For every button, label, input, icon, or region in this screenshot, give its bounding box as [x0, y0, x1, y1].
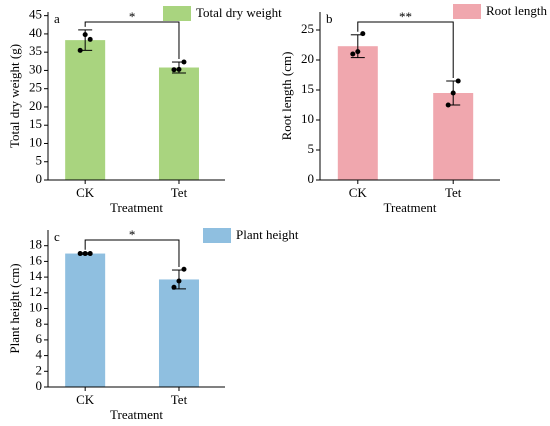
y-tick-label: 20	[29, 98, 42, 113]
bar	[433, 93, 474, 180]
y-tick-label: 18	[29, 237, 42, 252]
legend-swatch	[203, 228, 231, 243]
data-point	[450, 90, 456, 96]
y-tick-label: 20	[301, 51, 314, 66]
legend-swatch	[163, 6, 191, 21]
x-axis-label: Treatment	[384, 200, 437, 215]
legend-label: Plant height	[236, 227, 299, 242]
y-tick-label: 5	[36, 153, 43, 168]
x-tick-label: Tet	[445, 185, 462, 200]
x-axis-label: Treatment	[110, 407, 163, 422]
y-tick-label: 10	[29, 134, 42, 149]
y-tick-label: 10	[29, 299, 42, 314]
bar	[337, 46, 378, 181]
legend-label: Total dry weight	[196, 5, 282, 20]
bar	[158, 279, 199, 387]
data-point	[87, 251, 93, 257]
y-tick-label: 5	[308, 141, 315, 156]
y-tick-label: 45	[29, 7, 42, 22]
data-point	[350, 51, 356, 57]
bar	[65, 253, 106, 387]
y-tick-label: 25	[29, 80, 42, 95]
panel-label: c	[54, 229, 60, 244]
bar	[158, 67, 199, 180]
data-point	[181, 59, 187, 65]
y-tick-label: 0	[36, 378, 43, 393]
y-tick-label: 12	[29, 284, 42, 299]
panel-label: a	[54, 11, 60, 26]
x-tick-label: Tet	[171, 392, 188, 407]
significance-bracket	[84, 239, 180, 268]
y-tick-label: 25	[301, 21, 314, 36]
y-tick-label: 10	[301, 111, 314, 126]
significance-mark: *	[129, 9, 136, 24]
bar	[65, 40, 106, 181]
x-tick-label: CK	[76, 392, 95, 407]
y-tick-label: 15	[29, 116, 42, 131]
x-tick-label: CK	[349, 185, 368, 200]
y-tick-label: 14	[29, 268, 43, 283]
y-tick-label: 8	[36, 315, 43, 330]
y-tick-label: 15	[301, 81, 314, 96]
panel-label: b	[326, 11, 333, 26]
y-axis-label: Total dry weight (g)	[7, 44, 22, 148]
data-point	[455, 78, 461, 84]
significance-mark: *	[129, 227, 136, 242]
data-point	[445, 102, 451, 108]
legend-label: Root length	[486, 3, 548, 18]
significance-bracket	[84, 21, 180, 60]
data-point	[171, 284, 177, 290]
data-point	[181, 266, 187, 272]
y-tick-label: 30	[29, 61, 42, 76]
data-point	[360, 31, 366, 37]
y-tick-label: 35	[29, 43, 42, 58]
data-point	[82, 32, 88, 38]
data-point	[176, 278, 182, 284]
x-tick-label: Tet	[171, 185, 188, 200]
legend-swatch	[453, 4, 481, 19]
significance-bracket	[357, 21, 454, 78]
data-point	[77, 47, 83, 53]
y-tick-label: 6	[36, 331, 43, 346]
data-point	[171, 67, 177, 73]
data-point	[87, 36, 93, 42]
x-axis-label: Treatment	[110, 200, 163, 215]
y-tick-label: 16	[29, 252, 43, 267]
data-point	[82, 251, 88, 257]
y-tick-label: 2	[36, 362, 43, 377]
y-axis-label: Root length (cm)	[279, 52, 294, 141]
y-tick-label: 40	[29, 25, 42, 40]
y-tick-label: 4	[36, 347, 43, 362]
significance-mark: **	[399, 9, 412, 24]
data-point	[77, 251, 83, 257]
y-tick-label: 0	[308, 171, 315, 186]
x-tick-label: CK	[76, 185, 95, 200]
y-tick-label: 0	[36, 171, 43, 186]
y-axis-label: Plant height (cm)	[7, 263, 22, 353]
data-point	[176, 66, 182, 72]
data-point	[355, 49, 361, 55]
